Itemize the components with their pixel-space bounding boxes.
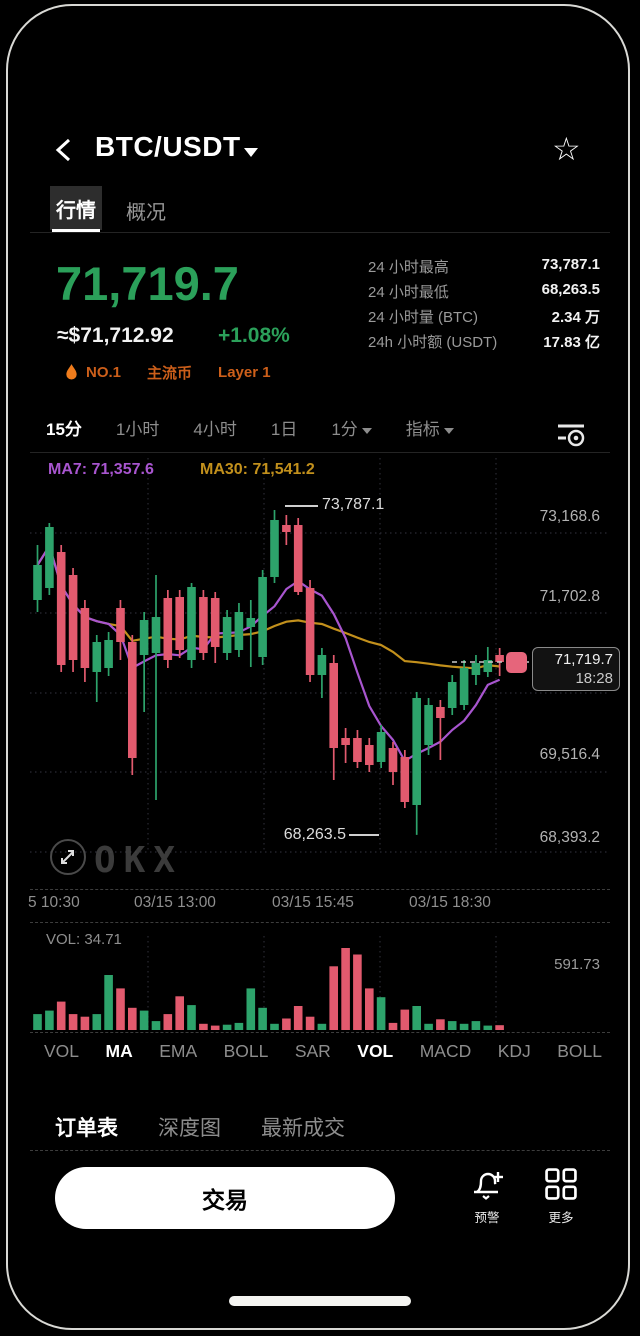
volume-max-label: 591.73 bbox=[554, 956, 600, 973]
stat-label: 24 小时最低 bbox=[368, 284, 449, 301]
last-price: 71,719.7 bbox=[56, 257, 239, 310]
indicator-kdj[interactable]: KDJ bbox=[497, 1041, 531, 1061]
candlestick-chart[interactable] bbox=[0, 455, 640, 1035]
stat-row: 24 小时量 (BTC) 2.34 万 bbox=[368, 306, 600, 331]
back-icon[interactable] bbox=[53, 137, 77, 163]
divider bbox=[30, 922, 610, 923]
tab-market-label: 行情 bbox=[56, 199, 96, 222]
badge-mainstream[interactable]: 主流币 bbox=[147, 365, 193, 382]
timeframe-15m[interactable]: 15分 bbox=[46, 420, 82, 439]
indicator-macd[interactable]: MACD bbox=[419, 1041, 472, 1061]
chevron-down-icon bbox=[443, 427, 454, 434]
stats-panel: 24 小时最高 73,787.1 24 小时最低 68,263.5 24 小时量… bbox=[368, 256, 600, 356]
badge-layer1[interactable]: Layer 1 bbox=[218, 364, 271, 381]
timeframe-1d[interactable]: 1日 bbox=[270, 420, 298, 439]
stat-value: 17.83 亿 bbox=[543, 334, 600, 351]
alert-button-label: 预警 bbox=[474, 1211, 500, 1225]
low-annotation-line bbox=[349, 834, 379, 836]
alert-button[interactable]: 预警 bbox=[452, 1164, 522, 1226]
rank-badge-label: NO.1 bbox=[86, 364, 122, 381]
indicator-boll[interactable]: BOLL bbox=[223, 1041, 269, 1061]
last-price-tag-price: 71,719.7 bbox=[554, 651, 613, 668]
stat-value: 73,787.1 bbox=[541, 256, 600, 273]
divider bbox=[30, 232, 610, 233]
pair-dropdown-icon[interactable] bbox=[244, 148, 258, 157]
stat-value: 2.34 万 bbox=[551, 309, 600, 326]
indicator-sar[interactable]: SAR bbox=[294, 1041, 331, 1061]
indicator-row: VOL MA EMA BOLL SAR VOL MACD KDJ BOLL bbox=[44, 1041, 602, 1062]
y-axis-tick: 69,516.4 bbox=[539, 746, 600, 763]
badge-row: NO.1 主流币 Layer 1 bbox=[64, 362, 271, 383]
price-change: +1.08% bbox=[218, 324, 290, 347]
tab-overview[interactable]: 概况 bbox=[126, 202, 166, 224]
y-axis-tick: 68,393.2 bbox=[539, 829, 600, 846]
trade-button-label: 交易 bbox=[202, 1187, 248, 1213]
bottom-tab-row: 订单表 深度图 最新成交 bbox=[55, 1112, 345, 1142]
current-candle-marker bbox=[506, 652, 527, 673]
timeframe-1h[interactable]: 1小时 bbox=[115, 420, 160, 439]
timeframe-row: 15分 1小时 4小时 1日 1分 指标 bbox=[46, 415, 516, 440]
okx-watermark: OKX bbox=[94, 840, 184, 881]
grid-icon bbox=[545, 1168, 577, 1200]
stat-label: 24h 小时额 (USDT) bbox=[368, 334, 498, 351]
tab-latest-trades[interactable]: 最新成交 bbox=[261, 1117, 345, 1140]
indicator-dropdown[interactable]: 指标 bbox=[406, 415, 454, 440]
x-axis-tick: 03/15 15:45 bbox=[272, 894, 354, 911]
volume-legend: VOL: 34.71 bbox=[46, 931, 122, 948]
stat-row: 24h 小时额 (USDT) 17.83 亿 bbox=[368, 331, 600, 356]
fiat-price: ≈$71,712.92 bbox=[57, 324, 174, 347]
tab-market[interactable]: 行情 bbox=[50, 186, 102, 230]
indicator-dropdown-label: 指标 bbox=[405, 420, 440, 439]
page-title: BTC/USDT bbox=[95, 131, 241, 162]
low-annotation: 68,263.5 bbox=[283, 826, 346, 843]
trade-button[interactable]: 交易 bbox=[55, 1167, 395, 1229]
y-axis-tick: 71,702.8 bbox=[539, 588, 600, 605]
expand-arrows-icon bbox=[61, 850, 74, 864]
stat-label: 24 小时最高 bbox=[368, 259, 449, 276]
high-annotation: 73,787.1 bbox=[322, 496, 385, 513]
ma30-legend: MA30: 71,541.2 bbox=[200, 461, 315, 478]
indicator-vol-sub[interactable]: VOL bbox=[357, 1041, 394, 1061]
stat-value: 68,263.5 bbox=[541, 281, 600, 298]
tab-depth-chart[interactable]: 深度图 bbox=[158, 1117, 221, 1140]
tab-order-book[interactable]: 订单表 bbox=[55, 1117, 118, 1140]
bell-plus-icon bbox=[474, 1172, 503, 1200]
home-indicator[interactable] bbox=[229, 1296, 411, 1306]
ma7-legend: MA7: 71,357.6 bbox=[48, 461, 154, 478]
x-axis-tick: 5 10:30 bbox=[28, 894, 80, 911]
divider bbox=[30, 1150, 610, 1151]
high-annotation-line bbox=[285, 505, 318, 507]
divider bbox=[30, 889, 610, 890]
stat-label: 24 小时量 (BTC) bbox=[368, 309, 479, 326]
indicator-boll2[interactable]: BOLL bbox=[557, 1041, 602, 1061]
x-axis-tick: 03/15 13:00 bbox=[134, 894, 216, 911]
last-price-tag-time: 18:28 bbox=[575, 670, 613, 687]
indicator-vol-main[interactable]: VOL bbox=[44, 1041, 80, 1061]
indicator-ema[interactable]: EMA bbox=[159, 1041, 198, 1061]
flame-icon bbox=[66, 364, 77, 380]
timeframe-1m-label: 1分 bbox=[331, 420, 358, 439]
favorite-star-icon[interactable]: ☆ bbox=[552, 131, 581, 167]
indicator-ma[interactable]: MA bbox=[105, 1041, 133, 1061]
rank-badge[interactable]: NO.1 bbox=[64, 363, 121, 382]
stat-row: 24 小时最高 73,787.1 bbox=[368, 256, 600, 281]
y-axis-tick: 73,168.6 bbox=[539, 508, 600, 525]
divider bbox=[30, 1032, 610, 1033]
x-axis-tick: 03/15 18:30 bbox=[409, 894, 491, 911]
divider bbox=[30, 452, 610, 453]
fullscreen-button[interactable] bbox=[50, 839, 86, 875]
tab-active-underline bbox=[52, 229, 100, 232]
chevron-down-icon bbox=[361, 427, 372, 434]
more-button[interactable]: 更多 bbox=[526, 1164, 596, 1226]
timeframe-1m-dropdown[interactable]: 1分 bbox=[331, 415, 372, 440]
last-price-tag[interactable]: 71,719.7 18:28 bbox=[532, 647, 620, 691]
more-button-label: 更多 bbox=[548, 1211, 574, 1225]
stat-row: 24 小时最低 68,263.5 bbox=[368, 281, 600, 306]
chart-settings-icon[interactable] bbox=[554, 418, 588, 448]
timeframe-4h[interactable]: 4小时 bbox=[193, 420, 237, 439]
